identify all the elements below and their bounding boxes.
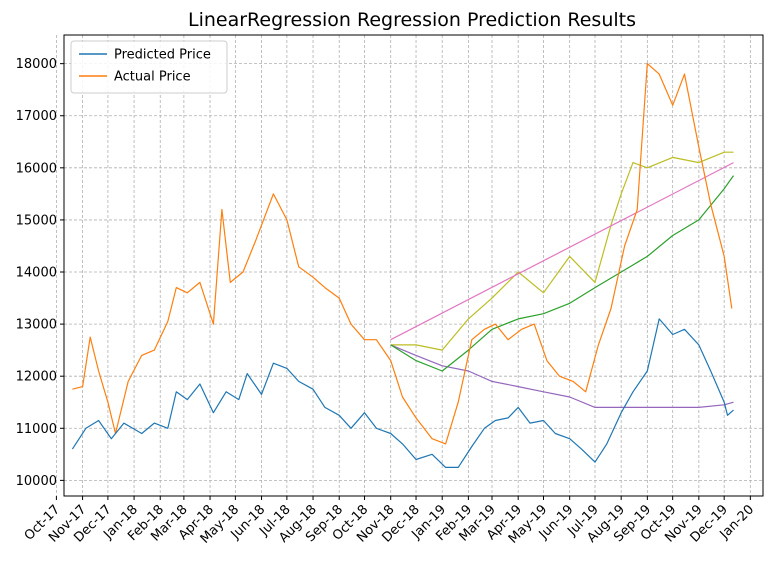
chart-title: LinearRegression Regression Prediction R… (188, 9, 636, 31)
legend-label: Predicted Price (114, 48, 211, 63)
y-tick-label: 15000 (16, 213, 57, 228)
series-lines (71, 62, 734, 468)
y-tick-label: 18000 (16, 57, 57, 72)
series-line-unlabeled-4 (390, 162, 734, 341)
grid-lines (56, 35, 763, 496)
series-line-unlabeled-2 (390, 175, 734, 372)
plot-area (64, 35, 763, 496)
legend: Predicted Price Actual Price (70, 40, 228, 94)
y-tick-label: 12000 (16, 370, 57, 385)
y-tick-label: 11000 (16, 422, 57, 437)
y-tick-label: 10000 (16, 474, 57, 489)
plot-frame (63, 34, 764, 497)
legend-box (70, 40, 228, 94)
series-line-unlabeled-3 (390, 344, 734, 408)
y-tick-label: 16000 (16, 161, 57, 176)
legend-label: Actual Price (114, 70, 191, 85)
series-line-unlabeled-5 (390, 151, 734, 351)
y-tick-label: 17000 (16, 109, 57, 124)
y-tick-label: 13000 (16, 318, 57, 333)
series-line-actual-price (72, 62, 733, 445)
y-tick-label: 14000 (16, 266, 57, 281)
series-line-predicted-price (71, 318, 734, 468)
